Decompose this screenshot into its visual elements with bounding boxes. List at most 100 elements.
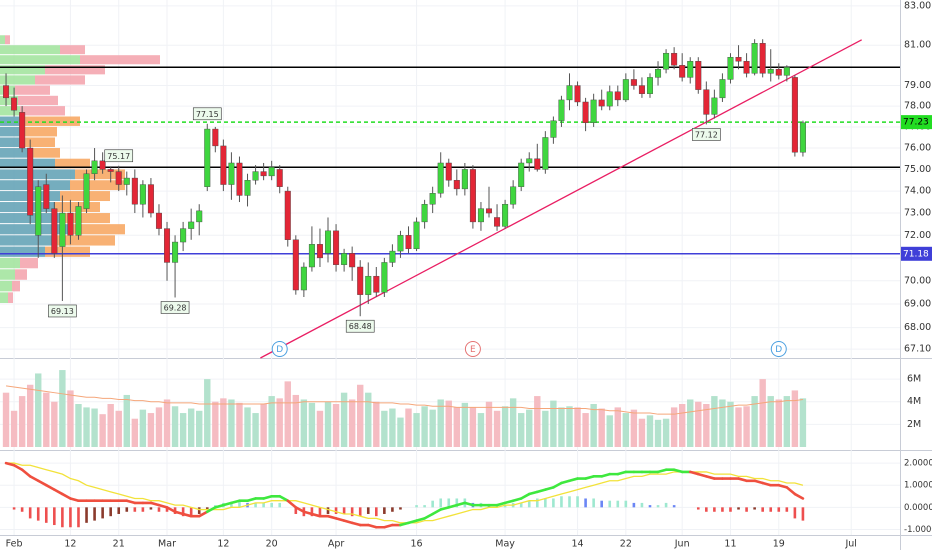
histogram-bar [777,507,781,512]
histogram-bar [197,507,201,514]
candle-body [461,169,468,190]
volume-bar [413,413,420,447]
x-tick-label: 16 [411,539,423,550]
event-marker [271,341,288,357]
volume-bar [445,400,452,447]
candle-body [123,177,130,185]
candle-body [727,56,734,80]
profile-down [25,137,55,148]
histogram-bar [399,507,402,510]
volume-bar [598,408,605,447]
macd-line [785,486,797,496]
volume-bar [775,399,782,447]
histogram-bar [664,502,668,508]
candle-body [139,184,146,205]
volume-bar [99,414,106,447]
histogram-bar [552,498,555,508]
volume-bar [83,407,90,447]
macd-line [334,517,346,522]
y-tick-label: 67.10 [904,344,931,355]
volume-bar [719,399,726,447]
histogram-bar [423,505,426,508]
profile-down [30,148,60,158]
histogram-bar [544,498,547,508]
macd-line [310,512,322,518]
histogram-bar [238,500,241,508]
candle-body [767,69,774,74]
x-tick-label: Jul [844,539,856,550]
macd-line [262,494,273,500]
profile-down [35,75,85,85]
histogram-bar [278,502,282,508]
volume-bar [373,401,380,447]
macd-line [173,510,185,516]
macd-line [753,479,764,485]
profile-down [70,180,125,191]
profile-down [15,269,27,280]
profile-up [0,126,22,137]
volume-bar [91,408,98,447]
histogram-bar [69,507,72,528]
price-annotation-box [692,128,721,141]
histogram-bar [761,507,764,512]
candle-body [429,193,436,205]
histogram-bar [93,507,96,521]
candle-body [373,275,380,293]
macd-line [69,497,80,502]
candle-body [679,65,686,78]
y-tick-label: 83.00 [904,0,931,11]
y-tick-label: 6M [907,374,921,385]
histogram-bar [181,507,185,517]
candle-body [180,228,187,243]
volume-bar [107,404,114,447]
histogram-bar [535,498,539,508]
volume-bar [574,407,581,447]
candle-body [711,97,718,115]
volume-bar [204,379,211,447]
candle-body [534,158,541,170]
y-tick-label: 75.00 [904,164,931,175]
macd-line [342,519,354,525]
candle-body [542,137,549,170]
profile-up [0,292,8,304]
histogram-bar [149,507,153,510]
histogram-bar [415,505,418,508]
volume-bar [614,407,621,447]
volume-bar [51,401,58,447]
macd-line [737,477,748,483]
macd-line [399,521,410,527]
candle-body [316,244,323,259]
macd-line [519,492,531,500]
macd-line [407,519,418,525]
profile-down [55,235,115,246]
volume-bar [139,409,147,447]
macd-line [20,468,32,478]
profile-up [0,280,12,292]
profile-up [0,269,15,280]
histogram-bar [375,507,378,517]
histogram-bar [527,500,531,508]
histogram-bar [439,498,443,508]
macd-line [552,481,563,489]
candle-body [164,228,171,263]
volume-bar [429,409,436,447]
candle-body [477,208,484,223]
histogram-bar [334,507,338,514]
volume-bar [469,407,477,447]
candle-body [574,85,581,103]
volume-bar [397,417,404,447]
volume-bar [622,413,630,447]
volume-bar [324,401,332,447]
candle-body [445,162,452,181]
volume-bar [759,379,766,447]
candle-body [188,221,195,229]
macd-line [535,488,547,494]
candle-body [3,85,10,99]
price-annotation-box [345,319,375,333]
candle-body [614,91,621,101]
volume-bar [558,407,565,447]
x-tick-label: Feb [6,539,23,550]
profile-down [20,257,38,269]
volume-bar [670,407,678,447]
profile-up [0,246,45,257]
